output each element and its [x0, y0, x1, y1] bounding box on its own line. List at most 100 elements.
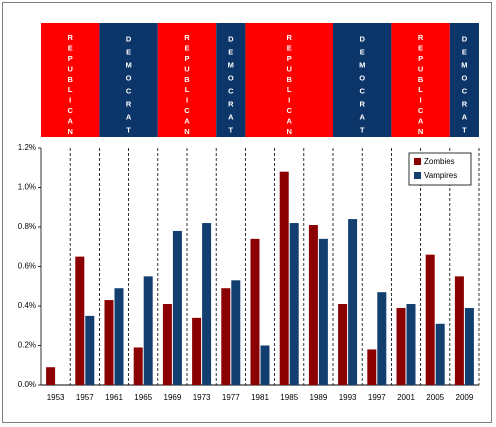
party-band-letter: L — [287, 85, 292, 94]
party-band-letter: B — [286, 75, 292, 84]
party-band-letter: A — [462, 112, 468, 121]
party-band-letter: E — [360, 47, 365, 56]
bar-vampires-1957 — [85, 315, 95, 385]
party-band-letter: N — [418, 127, 423, 136]
party-band-letter: A — [286, 116, 292, 125]
x-tick-label: 2005 — [426, 393, 444, 402]
party-band-letter: R — [286, 33, 292, 42]
party-band-letter: U — [184, 64, 189, 73]
bar-vampires-1961 — [114, 288, 124, 385]
party-band-letter: E — [126, 47, 131, 56]
bar-zombies-1985 — [279, 171, 289, 385]
party-band-letter: O — [228, 73, 234, 82]
party-band-letter: I — [420, 96, 422, 105]
bar-vampires-2005 — [435, 323, 445, 385]
bar-vampires-1977 — [231, 280, 241, 385]
party-band-letter: T — [360, 125, 365, 134]
party-band-letter: A — [228, 112, 234, 121]
party-band-letter: R — [359, 99, 365, 108]
x-tick-label: 1969 — [164, 393, 182, 402]
party-band-letter: B — [418, 75, 424, 84]
x-tick-label: 1997 — [368, 393, 386, 402]
bar-zombies-1977 — [221, 288, 231, 385]
x-tick-label: 1985 — [280, 393, 298, 402]
party-band-republican — [157, 23, 217, 137]
y-tick-label: 1.2% — [18, 143, 36, 152]
bar-zombies-1965 — [133, 347, 143, 385]
party-band-letter: U — [67, 64, 72, 73]
x-tick-label: 1953 — [47, 393, 65, 402]
party-band-democrat — [216, 23, 246, 137]
bar-vampires-1965 — [143, 276, 153, 385]
bar-zombies-1997 — [367, 349, 377, 385]
bar-vampires-1981 — [260, 345, 270, 385]
party-band-letter: I — [69, 96, 71, 105]
party-band-letter: P — [287, 54, 292, 63]
party-band-letter: D — [359, 34, 365, 43]
party-band-letter: E — [228, 47, 233, 56]
bar-zombies-1953 — [46, 367, 56, 385]
party-band-letter: L — [185, 85, 190, 94]
bar-zombies-2005 — [425, 254, 435, 385]
party-band-letter: R — [184, 33, 190, 42]
party-band-letter: R — [126, 99, 132, 108]
bar-vampires-1997 — [377, 292, 387, 385]
x-tick-label: 1977 — [222, 393, 240, 402]
x-tick-label: 1961 — [105, 393, 123, 402]
party-band-letter: E — [184, 44, 189, 53]
party-band-letter: L — [418, 85, 423, 94]
party-band-letter: A — [126, 112, 132, 121]
bar-zombies-1989 — [308, 225, 318, 385]
party-band-democrat — [449, 23, 479, 137]
bar-zombies-1993 — [338, 304, 348, 385]
x-tick-label: 2001 — [397, 393, 415, 402]
party-band-letter: C — [184, 106, 190, 115]
party-band-letter: D — [126, 34, 132, 43]
zombies-vampires-chart: REPUBLICANDEMOCRATREPUBLICANDEMOCRATREPU… — [18, 23, 480, 402]
party-band-letter: M — [125, 60, 131, 69]
party-band-letter: N — [286, 127, 291, 136]
bar-vampires-2001 — [406, 304, 416, 385]
party-band-letter: C — [67, 106, 73, 115]
party-band-democrat — [99, 23, 158, 137]
party-band-letter: C — [462, 86, 468, 95]
party-band-letter: R — [67, 33, 73, 42]
party-band-letter: L — [68, 85, 73, 94]
party-band-republican — [245, 23, 333, 137]
party-band-letter: E — [418, 44, 423, 53]
party-band-letter: A — [67, 116, 73, 125]
bar-zombies-2001 — [396, 307, 406, 385]
party-band-letter: C — [228, 86, 234, 95]
party-band-letter: A — [418, 116, 424, 125]
y-tick-label: 1.0% — [18, 183, 36, 192]
party-band-letter: C — [359, 86, 365, 95]
party-band-democrat — [333, 23, 392, 137]
party-band-letter: P — [68, 54, 73, 63]
party-band-letter: A — [184, 116, 190, 125]
party-band-letter: U — [418, 64, 423, 73]
legend-label-zombies: Zombies — [424, 157, 455, 166]
x-tick-label: 2009 — [456, 393, 474, 402]
party-band-letter: C — [418, 106, 424, 115]
legend-label-vampires: Vampires — [424, 171, 457, 180]
party-band-letter: B — [184, 75, 190, 84]
party-band-letter: R — [462, 99, 468, 108]
party-band-letter: I — [186, 96, 188, 105]
x-tick-label: 1965 — [134, 393, 152, 402]
party-band-letter: P — [184, 54, 189, 63]
y-tick-label: 0.6% — [18, 262, 36, 271]
party-band-letter: C — [126, 86, 132, 95]
party-band-letter: M — [359, 60, 365, 69]
x-tick-label: 1957 — [76, 393, 94, 402]
bar-zombies-1957 — [75, 256, 85, 385]
y-tick-label: 0.4% — [18, 301, 36, 310]
party-band-letter: U — [286, 64, 291, 73]
party-band-letter: D — [228, 34, 234, 43]
party-band-letter: E — [462, 47, 467, 56]
party-band-letter: E — [68, 44, 73, 53]
x-tick-label: 1989 — [310, 393, 328, 402]
bar-vampires-1985 — [289, 223, 299, 385]
party-band-letter: M — [461, 60, 467, 69]
party-band-letter: M — [228, 60, 234, 69]
